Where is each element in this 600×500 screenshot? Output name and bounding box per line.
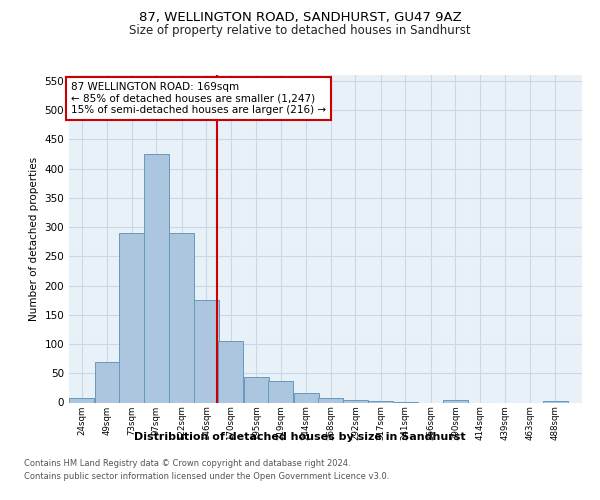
Bar: [268, 381, 293, 402]
Bar: [169, 233, 194, 402]
Text: 87, WELLINGTON ROAD, SANDHURST, GU47 9AZ: 87, WELLINGTON ROAD, SANDHURST, GU47 9AZ: [139, 11, 461, 24]
Text: Size of property relative to detached houses in Sandhurst: Size of property relative to detached ho…: [129, 24, 471, 37]
Bar: [144, 154, 169, 402]
Bar: [69, 398, 94, 402]
Bar: [343, 400, 368, 402]
Bar: [194, 300, 219, 402]
Text: Distribution of detached houses by size in Sandhurst: Distribution of detached houses by size …: [134, 432, 466, 442]
Text: Contains HM Land Registry data © Crown copyright and database right 2024.: Contains HM Land Registry data © Crown c…: [24, 459, 350, 468]
Bar: [294, 393, 319, 402]
Bar: [218, 341, 244, 402]
Bar: [95, 362, 120, 403]
Y-axis label: Number of detached properties: Number of detached properties: [29, 156, 39, 321]
Bar: [244, 378, 269, 402]
Bar: [119, 233, 144, 402]
Bar: [543, 400, 568, 402]
Bar: [319, 398, 343, 402]
Bar: [443, 400, 468, 402]
Text: Contains public sector information licensed under the Open Government Licence v3: Contains public sector information licen…: [24, 472, 389, 481]
Text: 87 WELLINGTON ROAD: 169sqm
← 85% of detached houses are smaller (1,247)
15% of s: 87 WELLINGTON ROAD: 169sqm ← 85% of deta…: [71, 82, 326, 115]
